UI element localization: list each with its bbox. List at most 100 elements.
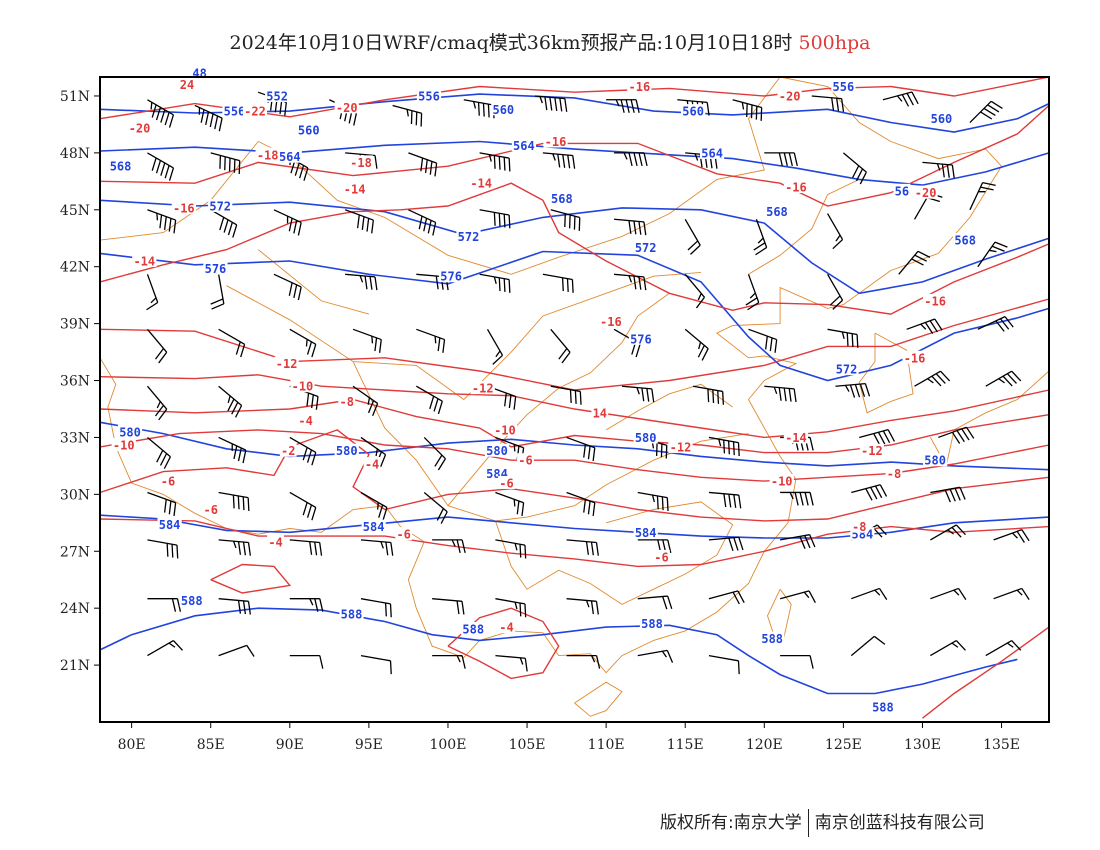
wind-barb-feather [856, 334, 859, 348]
wind-barb-feather [625, 99, 630, 113]
wind-barb-feather [382, 507, 388, 521]
temperature-contour-label-bg [395, 527, 413, 541]
height-contour-label: 572 [209, 200, 231, 214]
wind-barb-feather [557, 154, 561, 168]
wind-barb-feather [311, 507, 317, 521]
wind-barb-feather [941, 164, 945, 178]
wind-barb-feather [656, 495, 659, 510]
height-contour-label-bg [893, 183, 911, 197]
temperature-contour-label-bg [923, 293, 948, 307]
temperature-contour-label: -10 [494, 423, 516, 437]
wind-barb-feather [666, 650, 674, 663]
wind-barb-shaft [930, 587, 959, 600]
wind-barb-feather [461, 539, 466, 554]
map-frame [99, 76, 1050, 723]
temperature-contour-label-bg [171, 200, 196, 214]
wind-barb-feather [831, 97, 835, 112]
wind-barb-feather [879, 484, 888, 497]
wind-barb [684, 328, 709, 361]
height-contour-label: 560 [931, 112, 953, 126]
height-contour-label: 576 [440, 270, 462, 284]
wind-barb-feather [832, 299, 844, 310]
wind-barb-feather [309, 598, 314, 606]
wind-barb-feather [590, 600, 594, 615]
wind-barb-feather [376, 502, 379, 510]
wind-barb-feather [305, 339, 308, 347]
temperature-contour-label: -18 [257, 148, 279, 162]
wind-barb-feather [690, 244, 701, 255]
wind-barb-feather [585, 541, 590, 555]
temperature-contour-label: -4 [268, 535, 282, 549]
lon-tick-label: 115E [667, 737, 704, 753]
height-contour-label-bg [208, 199, 233, 212]
height-contour-label-bg [157, 517, 182, 531]
wind-barb-feather [390, 542, 394, 556]
wind-barb-feather [427, 220, 432, 234]
lat-tick-label: 27N [60, 544, 90, 560]
wind-barb-feather [299, 165, 305, 179]
wind-barb [416, 328, 446, 353]
temperature-contour-label-bg [668, 439, 693, 453]
height-contour-label: 556 [833, 80, 855, 94]
lon-tick-label: 130E [904, 737, 941, 753]
wind-barb-feather [205, 111, 210, 125]
wind-barb-feather [920, 323, 927, 330]
wind-barb-feather [371, 336, 374, 344]
wind-barb-feather [544, 96, 548, 111]
wind-barb-feather [628, 275, 633, 283]
temperature-contour-label: -16 [600, 315, 622, 329]
wind-barb [780, 491, 814, 506]
wind-barb-feather [166, 543, 169, 557]
wind-barb-feather [914, 254, 927, 262]
wind-barb [210, 209, 238, 238]
wind-barb-feather [361, 216, 365, 230]
wind-barb-feather [374, 155, 378, 169]
height-contour-label-bg [831, 79, 856, 93]
lon-tick-label: 100E [429, 737, 466, 753]
height-contour-label-bg [456, 229, 481, 243]
wind-barb [289, 328, 317, 358]
border-line [99, 76, 781, 275]
wind-barb-feather [451, 539, 456, 547]
wind-barb-feather [173, 502, 177, 517]
wind-barb-feather [171, 544, 174, 558]
wind-barb [566, 598, 599, 615]
wind-barb-feather [741, 102, 745, 110]
wind-barb-feather [745, 297, 758, 306]
wind-barb-feather [200, 109, 205, 123]
wind-barb-feather [378, 504, 384, 518]
wind-barb-feather [571, 279, 574, 293]
wind-barb [495, 539, 527, 559]
wind-barb-feather [783, 152, 788, 167]
contour-labels: 556 552 556 560 560 556 560 560 564 564 564 568 568 5… [108, 66, 978, 714]
wind-barb-feather [247, 542, 252, 556]
temperature-contour-label: -14 [344, 182, 366, 196]
wind-barb-feather [961, 428, 970, 441]
wind-barb-feather [378, 339, 382, 353]
wind-barb-feather [367, 397, 371, 405]
wind-barb-feather [595, 655, 601, 669]
height-contour-label-bg [222, 104, 247, 118]
wind-barb-feather [498, 213, 501, 227]
border-line [447, 292, 670, 506]
wind-barb-feather [924, 322, 934, 335]
height-contour-label: 580 [119, 425, 141, 439]
wind-barb [289, 654, 324, 669]
wind-barb [147, 539, 179, 559]
wind-barb-feather [456, 600, 460, 615]
temperature-contour-label-bg [783, 430, 809, 444]
lat-tick-label: 45N [60, 203, 90, 219]
wind-barb-feather [851, 333, 854, 348]
wind-barb [745, 274, 760, 311]
wind-barb-feather [231, 401, 239, 415]
border-line [257, 249, 370, 315]
wind-barb-feather [567, 154, 571, 169]
wind-barb-feather [638, 276, 642, 290]
wind-barb-feather [227, 222, 233, 236]
wind-barb-feather [150, 102, 153, 110]
height-contour-label-bg [764, 204, 790, 218]
height-contour-label-bg [117, 424, 143, 438]
wind-barb [748, 328, 778, 353]
wind-barb-feather [284, 102, 288, 116]
wind-barb [534, 95, 568, 112]
